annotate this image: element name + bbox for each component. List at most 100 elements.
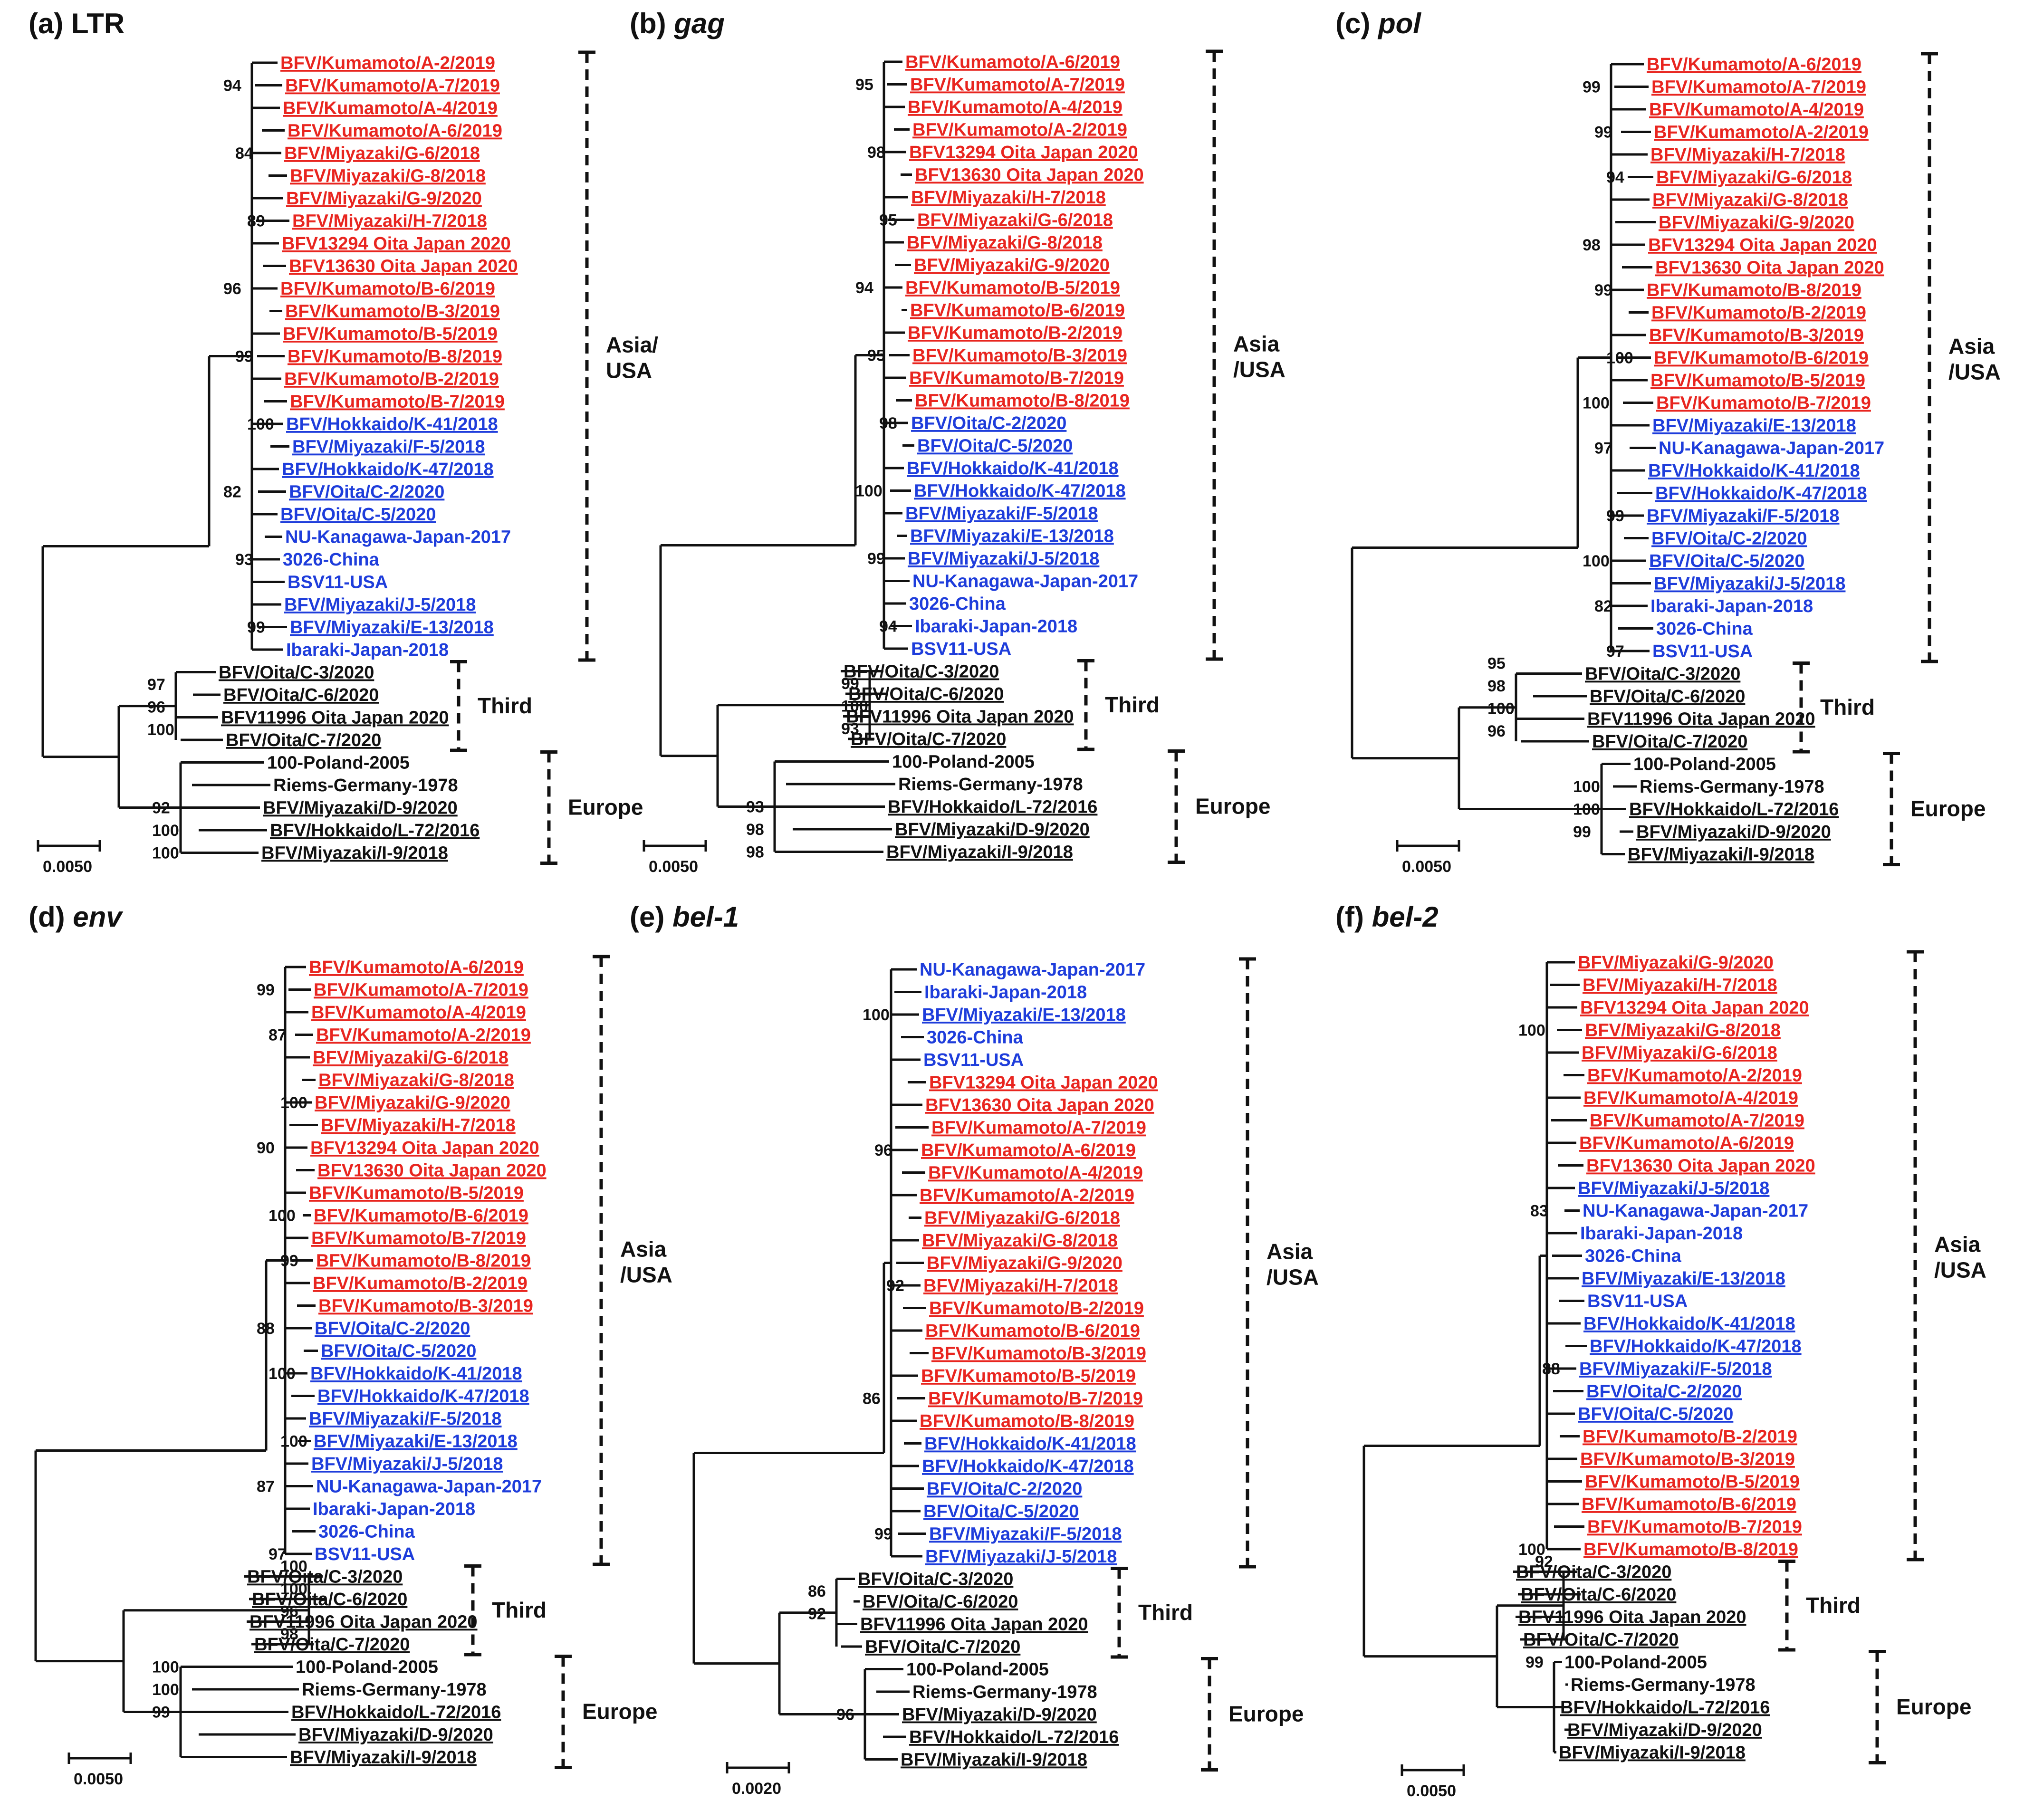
bootstrap-value: 92 xyxy=(886,1277,904,1295)
clade-label: Europe xyxy=(568,795,643,820)
tree-leaf-label: BFV/Kumamoto/B-2/2019 xyxy=(284,369,499,389)
tree-leaf-label: BFV/Hokkaido/L-72/2016 xyxy=(270,821,480,841)
tree-leaf-label: BFV/Kumamoto/B-6/2019 xyxy=(1582,1494,1796,1514)
tree-leaf-label: BFV/Oita/C-2/2020 xyxy=(315,1319,470,1339)
tree-leaf-label: BFV/Hokkaido/L-72/2016 xyxy=(1560,1698,1770,1718)
tree-leaf-label: BFV/Miyazaki/E-13/2018 xyxy=(922,1005,1126,1025)
bootstrap-value: 98 xyxy=(746,821,764,839)
bootstrap-value: 86 xyxy=(863,1390,881,1408)
scale-bar: 0.0050 xyxy=(37,840,101,876)
tree-leaf-label: BFV/Hokkaido/K-41/2018 xyxy=(286,414,498,434)
tree-leaf-label: BFV/Miyazaki/F-5/2018 xyxy=(309,1409,502,1429)
tree-leaf-label: BFV/Hokkaido/L-72/2016 xyxy=(291,1703,501,1723)
tree-leaf-label: 100-Poland-2005 xyxy=(906,1660,1049,1680)
panel-a: (a) LTR BFV/Kumamoto/A-2/2019 BFV/Kumamoto… xyxy=(29,8,658,876)
bootstrap-value: 98 xyxy=(867,144,885,162)
tree-leaf-label: BFV/Miyazaki/G-9/2020 xyxy=(315,1093,510,1113)
tree-leaf-label: BFV11996 Oita Japan 2020 xyxy=(860,1615,1088,1635)
bootstrap-value: 100 xyxy=(280,1094,307,1112)
tree-leaf-label: BFV/Kumamoto/A-4/2019 xyxy=(1649,100,1864,120)
tree-leaf-label: 100-Poland-2005 xyxy=(1564,1653,1707,1673)
tree-leaf-label: BFV/Miyazaki/H-7/2018 xyxy=(292,211,487,231)
bootstrap-value: 83 xyxy=(1530,1202,1548,1220)
tree-leaf-label: BFV/Miyazaki/E-13/2018 xyxy=(314,1432,518,1452)
bootstrap-value: 95 xyxy=(1487,655,1506,673)
clade-label: Europe xyxy=(1896,1695,1971,1719)
scale-bar-label: 0.0050 xyxy=(1402,858,1451,876)
tree-leaf-label: BFV/Kumamoto/B-8/2019 xyxy=(1647,280,1861,300)
scale-bar: 0.0050 xyxy=(1401,1764,1465,1800)
clade-label: Europe xyxy=(1910,796,1986,821)
panel-gene: bel-2 xyxy=(1372,901,1439,933)
tree-leaf-label: BFV/Kumamoto/A-7/2019 xyxy=(285,76,500,96)
tree-leaf-label: BFV/Kumamoto/A-2/2019 xyxy=(316,1025,531,1045)
tree-leaf-label: BFV/Miyazaki/H-7/2018 xyxy=(321,1116,516,1136)
tree-leaf-label: BFV/Kumamoto/B-3/2019 xyxy=(931,1344,1146,1364)
bootstrap-value: 93 xyxy=(841,720,859,738)
tree-leaf-label: BFV/Miyazaki/I-9/2018 xyxy=(886,843,1073,862)
tree-leaf-label: BFV/Miyazaki/G-8/2018 xyxy=(318,1071,514,1091)
bootstrap-value: 87 xyxy=(269,1026,287,1044)
bootstrap-value: 95 xyxy=(879,211,897,230)
tree-leaf-label: BFV/Oita/C-5/2020 xyxy=(321,1341,476,1361)
clade-label: Asia xyxy=(1934,1232,1981,1257)
clade-label: /USA xyxy=(1934,1258,1986,1283)
clade-label: Europe xyxy=(1228,1702,1304,1726)
bootstrap-value: 88 xyxy=(1542,1360,1560,1378)
tree-leaf-label: BFV/Miyazaki/J-5/2018 xyxy=(284,595,476,615)
tree-leaf-label: BFV/Oita/C-2/2020 xyxy=(911,413,1066,433)
panel-f-title: (f) bel-2 xyxy=(1335,901,1439,933)
tree-leaf-label: BFV/Miyazaki/G-6/2018 xyxy=(313,1048,508,1068)
bootstrap-value: 96 xyxy=(874,1141,892,1159)
panel-gene: gag xyxy=(673,8,725,39)
tree-leaf-label: BFV/Kumamoto/B-2/2019 xyxy=(313,1274,528,1293)
tree-leaf-label: BFV/Miyazaki/G-6/2018 xyxy=(1582,1043,1777,1063)
clade-label: Third xyxy=(492,1598,547,1622)
tree-leaf-label: BFV/Miyazaki/J-5/2018 xyxy=(1654,574,1845,594)
bootstrap-value: 86 xyxy=(808,1582,826,1600)
tree-leaf-label: BFV/Miyazaki/J-5/2018 xyxy=(908,549,1099,569)
tree-leaf-label: 100-Poland-2005 xyxy=(267,753,410,773)
panel-a-title: (a) LTR xyxy=(29,8,125,39)
tree-leaf-label: BFV/Kumamoto/A-4/2019 xyxy=(283,98,498,118)
tree-leaf-label: BSV11-USA xyxy=(923,1050,1024,1070)
bootstrap-value: 94 xyxy=(855,279,873,297)
scale-bar-label: 0.0050 xyxy=(74,1770,123,1788)
tree-leaf-label: BFV/Miyazaki/F-5/2018 xyxy=(292,437,485,457)
bootstrap-value: 96 xyxy=(223,280,241,298)
bootstrap-value: 100 xyxy=(152,1658,179,1676)
bootstrap-value: 98 xyxy=(746,843,764,862)
bootstrap-value: 93 xyxy=(235,551,253,569)
bootstrap-value: 97 xyxy=(1594,440,1612,458)
panel-letter: (d) xyxy=(29,901,73,933)
tree-leaf-label: BFV/Miyazaki/D-9/2020 xyxy=(1636,822,1831,842)
bootstrap-value: 92 xyxy=(152,799,170,817)
tree-leaf-label: Ibaraki-Japan-2018 xyxy=(1580,1224,1743,1244)
tree-leaf-label: Ibaraki-Japan-2018 xyxy=(313,1499,475,1519)
tree-leaf-label: BFV/Hokkaido/K-47/2018 xyxy=(1590,1337,1802,1357)
tree-leaf-label: BFV/Kumamoto/B-6/2019 xyxy=(925,1321,1140,1341)
bootstrap-value: 100 xyxy=(841,698,868,716)
tree-leaf-label: 3026-China xyxy=(318,1522,415,1542)
bootstrap-value: 100 xyxy=(1487,700,1515,718)
tree-leaf-label: BFV/Kumamoto/B-3/2019 xyxy=(1649,326,1864,345)
tree-leaf-label: BFV/Kumamoto/B-6/2019 xyxy=(280,279,495,299)
tree-leaf-label: BFV/Hokkaido/K-47/2018 xyxy=(914,481,1126,501)
tree-leaf-label: BFV/Miyazaki/F-5/2018 xyxy=(905,504,1098,524)
tree-leaf-label: BFV/Miyazaki/E-13/2018 xyxy=(290,618,494,638)
bootstrap-value: 99 xyxy=(1526,1654,1544,1672)
bootstrap-value: 92 xyxy=(1535,1553,1553,1571)
tree-leaf-label: BFV/Miyazaki/D-9/2020 xyxy=(263,798,458,818)
tree-leaf-label: BFV/Oita/C-2/2020 xyxy=(927,1479,1082,1499)
tree-leaf-label: BFV/Oita/C-5/2020 xyxy=(280,505,436,525)
tree-leaf-label: BFV13294 Oita Japan 2020 xyxy=(282,234,511,254)
tree-leaf-label: BFV/Kumamoto/A-2/2019 xyxy=(280,53,495,73)
tree-leaf-label: Riems-Germany-1978 xyxy=(1571,1675,1756,1695)
tree-leaf-label: NU-Kanagawa-Japan-2017 xyxy=(1583,1201,1808,1221)
clade-label: Third xyxy=(1820,695,1875,719)
bootstrap-value: 96 xyxy=(147,699,165,717)
tree-leaf-label: Ibaraki-Japan-2018 xyxy=(924,983,1087,1003)
tree-leaf-label: BFV/Kumamoto/B-7/2019 xyxy=(1656,393,1871,413)
tree-leaf-label: BFV/Kumamoto/A-6/2019 xyxy=(288,121,502,141)
tree-leaf-label: BFV/Kumamoto/B-5/2019 xyxy=(905,278,1120,298)
